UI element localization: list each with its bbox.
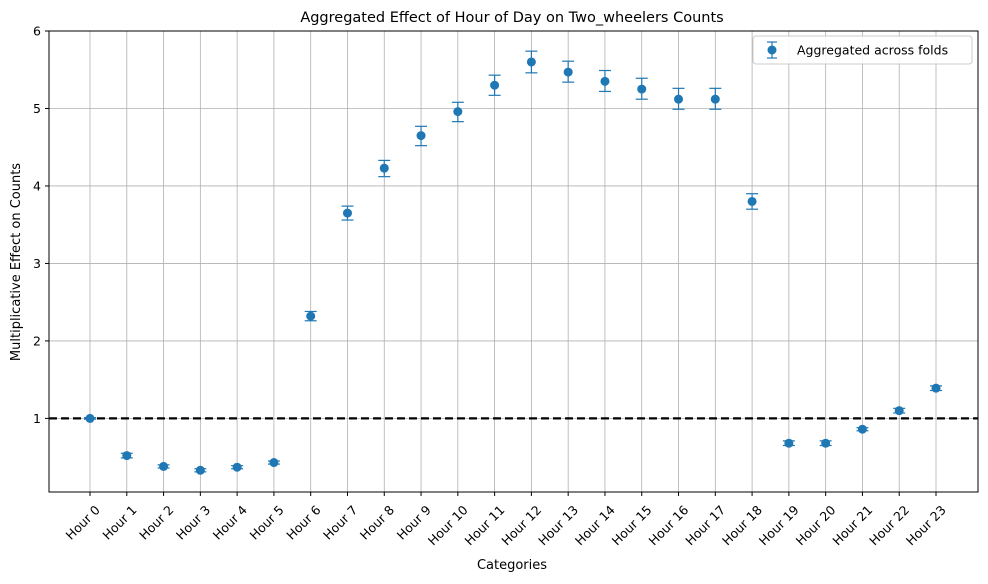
x-tick-label: Hour 7: [320, 502, 360, 542]
data-point: [674, 94, 684, 104]
plot-frame: [48, 30, 979, 493]
x-tick-label: Hour 12: [498, 502, 544, 548]
x-axis-label: Categories: [477, 558, 547, 573]
data-point: [85, 413, 95, 423]
x-tick-label: Hour 1: [99, 502, 139, 542]
x-tick-label: Hour 23: [903, 502, 949, 548]
data-point: [931, 383, 941, 393]
data-point: [453, 107, 463, 117]
y-tick-label: 2: [33, 333, 41, 348]
x-tick-label: Hour 21: [829, 502, 875, 548]
data-point: [600, 76, 610, 86]
y-tick-label: 3: [33, 256, 41, 271]
x-tick-label: Hour 11: [462, 502, 508, 548]
legend-marker: [767, 45, 777, 55]
data-point: [306, 311, 316, 321]
x-tick-label: Hour 15: [609, 502, 655, 548]
x-tick-label: Hour 4: [210, 502, 250, 542]
data-point: [269, 458, 279, 468]
x-tick-label: Hour 5: [246, 502, 286, 542]
x-tick-label: Hour 22: [866, 502, 912, 548]
data-point: [747, 196, 757, 206]
chart-title: Aggregated Effect of Hour of Day on Two_…: [300, 10, 723, 26]
data-point: [563, 67, 573, 77]
data-point: [416, 131, 426, 141]
legend-label: Aggregated across folds: [797, 43, 948, 58]
x-tick-label: Hour 17: [682, 502, 728, 548]
y-axis-label: Multiplicative Effect on Counts: [9, 163, 24, 361]
data-point: [195, 465, 205, 475]
data-point: [232, 462, 242, 472]
data-point: [710, 94, 720, 104]
data-point: [122, 451, 132, 461]
data-point: [821, 438, 831, 448]
x-tick-label: Hour 6: [283, 502, 323, 542]
x-tick-label: Hour 3: [173, 502, 213, 542]
x-tick-label: Hour 13: [535, 502, 581, 548]
x-tick-label: Hour 14: [572, 502, 618, 548]
data-point: [637, 84, 647, 94]
y-tick-label: 4: [33, 178, 41, 193]
legend-box: [752, 35, 973, 65]
data-point: [894, 406, 904, 416]
y-tick-label: 1: [33, 411, 41, 426]
legend: Aggregated across folds: [752, 35, 973, 65]
data-point: [379, 163, 389, 173]
data-point: [490, 80, 500, 90]
y-tick-label: 5: [33, 101, 41, 116]
x-tick-label: Hour 8: [357, 502, 397, 542]
grid-layer: [49, 30, 978, 492]
data-layer: [84, 50, 942, 475]
y-tick-label: 6: [33, 24, 41, 39]
data-point: [526, 57, 536, 67]
x-tick-label: Hour 2: [136, 502, 176, 542]
x-tick-label: Hour 0: [63, 502, 103, 542]
data-point: [857, 424, 867, 434]
data-point: [159, 461, 169, 471]
data-point: [784, 438, 794, 448]
data-point: [342, 208, 352, 218]
